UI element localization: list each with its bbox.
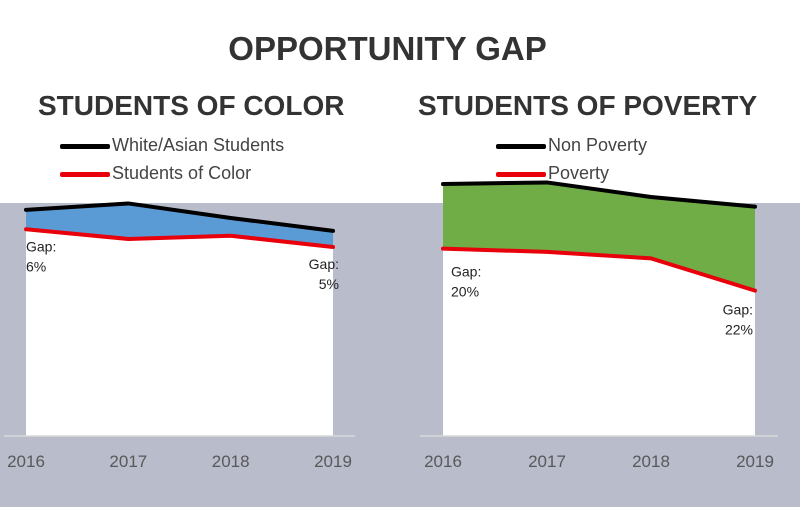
- series-line-non-poverty: [441, 180, 757, 209]
- gap-annotation-line: 6%: [26, 258, 46, 274]
- area-gap-chart-2: [443, 182, 755, 291]
- legend-swatch: [60, 144, 110, 149]
- legend-label: Students of Color: [112, 163, 252, 183]
- legend-label: White/Asian Students: [112, 135, 285, 155]
- area-base-chart-2: [443, 248, 755, 436]
- chart-title-students-of-color: STUDENTS OF COLOR: [38, 90, 345, 121]
- legend-swatch: [496, 144, 546, 149]
- x-tick-label-2019: 2019: [736, 452, 774, 471]
- gap-annotation-2019: Gap: 5%: [309, 256, 339, 292]
- gap-annotation-line: Gap:: [723, 302, 753, 318]
- legend-swatch: [60, 172, 110, 177]
- x-tick-label-2018: 2018: [632, 452, 670, 471]
- series-line-students-of-color: [24, 227, 335, 250]
- x-tick-label-2017: 2017: [528, 452, 566, 471]
- gap-annotation-line: Gap:: [309, 256, 339, 272]
- x-tick-label-2017: 2017: [109, 452, 147, 471]
- legend-label: Non Poverty: [548, 135, 648, 155]
- series-line-white-asian-students: [24, 201, 335, 233]
- legend-swatch: [496, 172, 546, 177]
- legend-label: Poverty: [548, 163, 610, 183]
- gap-annotation-2019: Gap: 22%: [723, 302, 753, 338]
- gap-annotation-line: 5%: [319, 276, 339, 292]
- chart-title-students-of-poverty: STUDENTS OF POVERTY: [418, 90, 758, 121]
- area-base-chart-1: [26, 229, 333, 436]
- gap-annotation-line: 22%: [725, 322, 753, 338]
- x-tick-label-2019: 2019: [314, 452, 352, 471]
- gap-annotation-2016: Gap: 6%: [26, 238, 56, 274]
- gap-annotation-line: Gap:: [451, 264, 481, 280]
- gap-annotation-line: Gap:: [26, 238, 56, 254]
- x-tick-label-2016: 2016: [424, 452, 462, 471]
- gap-annotation-2016: Gap: 20%: [451, 264, 481, 300]
- x-tick-label-2016: 2016: [7, 452, 45, 471]
- series-line-poverty: [441, 246, 757, 293]
- gap-annotation-line: 20%: [451, 284, 479, 300]
- page-title: OPPORTUNITY GAP: [228, 30, 547, 67]
- x-tick-label-2018: 2018: [212, 452, 250, 471]
